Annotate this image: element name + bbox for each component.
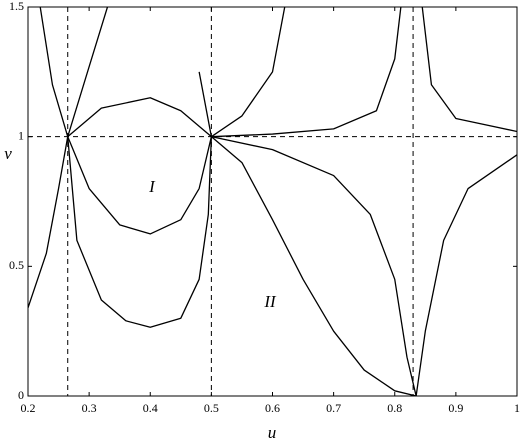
x-tick-label: 0.6 [265, 401, 280, 415]
plot-area [28, 7, 517, 396]
x-tick-label: 1 [514, 401, 520, 415]
y-tick-label: 1 [18, 128, 24, 142]
trajectory [210, 136, 417, 396]
trajectory [67, 136, 213, 235]
trajectory [67, 7, 213, 137]
trajectory [211, 7, 402, 138]
region-label: I [148, 177, 156, 196]
region-label: II [263, 292, 277, 311]
trajectory [211, 136, 417, 396]
x-tick-label: 0.8 [387, 401, 402, 415]
y-tick-label: 0.5 [9, 258, 24, 272]
trajectory [421, 7, 517, 133]
x-axis-label: u [268, 423, 277, 442]
plot-frame [27, 6, 518, 397]
trajectory [67, 97, 212, 138]
x-tick-label: 0.2 [21, 401, 36, 415]
x-tick-label: 0.5 [204, 401, 219, 415]
y-axis-label: v [4, 144, 12, 163]
x-tick-label: 0.9 [448, 401, 463, 415]
y-tick-label: 1.5 [9, 0, 24, 13]
trajectory [415, 154, 517, 396]
trajectory [211, 7, 286, 138]
trajectory [67, 136, 213, 328]
y-tick-label: 0 [18, 388, 24, 402]
x-tick-label: 0.7 [326, 401, 341, 415]
x-tick-label: 0.4 [143, 401, 158, 415]
x-tick-label: 0.3 [82, 401, 97, 415]
trajectory [28, 136, 69, 309]
trajectory [39, 7, 69, 137]
